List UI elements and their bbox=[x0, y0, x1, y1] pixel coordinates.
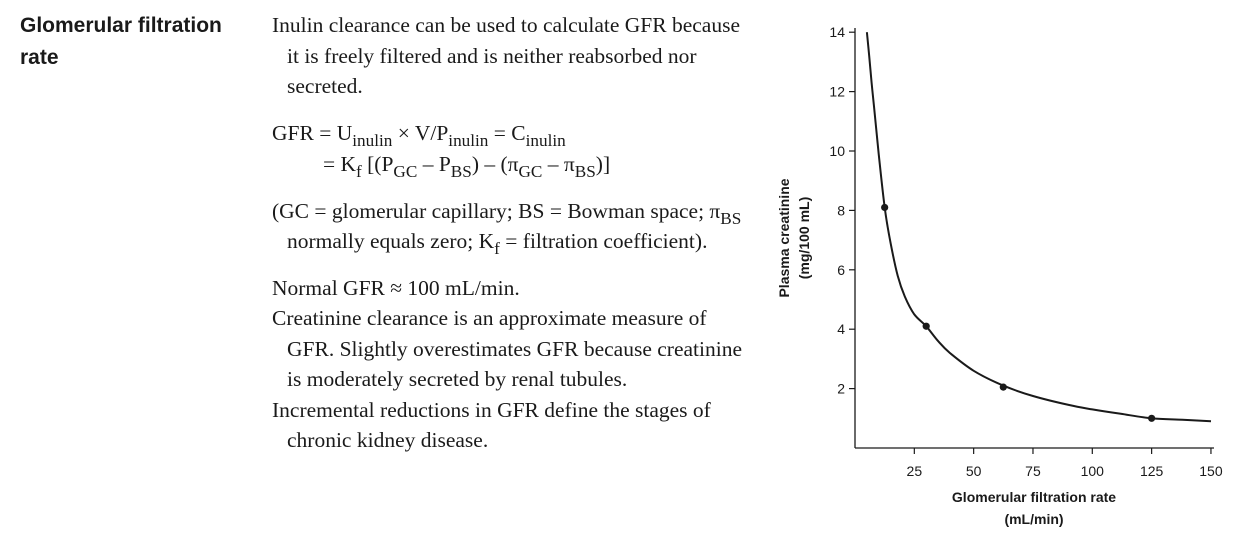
y-axis-title-line1: Plasma creatinine bbox=[776, 178, 792, 297]
creatinine-curve bbox=[865, 32, 1212, 423]
inulin-paragraph: Inulin clearance can be used to calculat… bbox=[272, 13, 741, 98]
x-axis-title-line1: Glomerular filtration rate bbox=[952, 489, 1116, 505]
normal-gfr-text: Normal GFR ≈ 100 mL/min. bbox=[272, 275, 520, 300]
creatinine-clearance-text: Creatinine clearance is an approximate m… bbox=[272, 306, 742, 391]
y-axis-title-line2: (mg/100 mL) bbox=[796, 197, 812, 279]
abbreviation-note: (GC = glomerular capillary; BS = Bowman … bbox=[272, 198, 742, 259]
gfr-creatinine-chart: 2 4 6 8 10 12 14 25 50 75 100 125 150 Glomerular fi… bbox=[776, 24, 1223, 527]
y-tick-label: 8 bbox=[837, 202, 845, 218]
y-tick-label: 14 bbox=[829, 24, 845, 40]
y-axis: 2 4 6 8 10 12 14 bbox=[829, 24, 856, 448]
x-tick-label: 50 bbox=[966, 463, 982, 479]
y-tick-label: 6 bbox=[837, 262, 845, 278]
data-point bbox=[1148, 414, 1156, 422]
y-tick-label: 2 bbox=[837, 381, 845, 397]
x-axis-title-line2: (mL/min) bbox=[1004, 511, 1063, 527]
section-heading-line1: Glomerular filtration bbox=[20, 14, 222, 37]
x-tick-label: 150 bbox=[1199, 463, 1223, 479]
data-point bbox=[881, 203, 889, 212]
x-axis: 25 50 75 100 125 150 bbox=[855, 447, 1223, 479]
ckd-stages-text: Incremental reductions in GFR define the… bbox=[272, 397, 711, 453]
content-column: Inulin clearance can be used to calculat… bbox=[272, 10, 752, 456]
data-point bbox=[922, 322, 930, 330]
x-tick-label: 100 bbox=[1081, 463, 1105, 479]
y-tick-label: 10 bbox=[829, 143, 845, 159]
gfr-formula-line2: = Kf [(PGC – PBS) – (πGC – πBS)] bbox=[323, 151, 611, 181]
gfr-formula-line1: GFR = Uinulin × V/Pinulin = Cinulin bbox=[272, 120, 566, 150]
y-tick-label: 4 bbox=[837, 321, 845, 337]
x-tick-label: 75 bbox=[1025, 463, 1041, 479]
gfr-formula: GFR = Uinulin × V/Pinulin = Cinulin = Kf… bbox=[272, 118, 752, 180]
section-heading: Glomerular filtration rate bbox=[20, 10, 250, 74]
section-heading-line2: rate bbox=[20, 46, 59, 69]
data-point bbox=[999, 383, 1007, 391]
x-tick-label: 25 bbox=[907, 463, 923, 479]
y-tick-label: 12 bbox=[829, 84, 845, 100]
x-tick-label: 125 bbox=[1140, 463, 1164, 479]
